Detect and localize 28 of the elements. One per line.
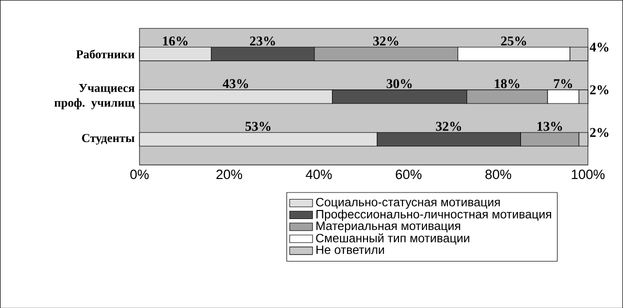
data-label: 30% — [386, 78, 412, 88]
data-label: 32% — [436, 122, 462, 131]
x-tick-label: 80% — [485, 169, 512, 179]
data-label: 53% — [245, 122, 270, 131]
y-tick-label: Работники — [76, 49, 134, 58]
data-label: 2% — [590, 128, 608, 137]
legend-label: Материальная мотивация — [316, 221, 460, 232]
x-tick-label: 20% — [216, 169, 242, 179]
data-label: 18% — [494, 78, 520, 88]
x-tick-label: 100% — [572, 169, 605, 179]
data-label: 4% — [590, 42, 608, 52]
legend-label: Профессионально-личностная мотивация — [316, 209, 552, 221]
x-tick-label: 0% — [130, 169, 149, 179]
data-label: 43% — [222, 78, 248, 88]
data-label: 2% — [590, 85, 608, 94]
x-tick-label: 40% — [306, 169, 332, 179]
data-label: 13% — [538, 122, 562, 131]
data-label: 32% — [373, 36, 398, 46]
legend-label: Смешанный тип мотивации — [316, 233, 470, 244]
data-label: 25% — [501, 36, 526, 46]
y-tick-label: Учащиеся проф. училищ — [54, 84, 135, 110]
legend-label: Не ответили — [316, 245, 384, 254]
legend-label: Социально-статусная мотивация — [316, 198, 500, 209]
data-label: 16% — [163, 36, 188, 46]
x-tick-label: 60% — [396, 169, 422, 179]
data-label: 23% — [250, 36, 275, 46]
data-label: 7% — [554, 78, 572, 88]
y-tick-label: Студенты — [82, 134, 134, 144]
